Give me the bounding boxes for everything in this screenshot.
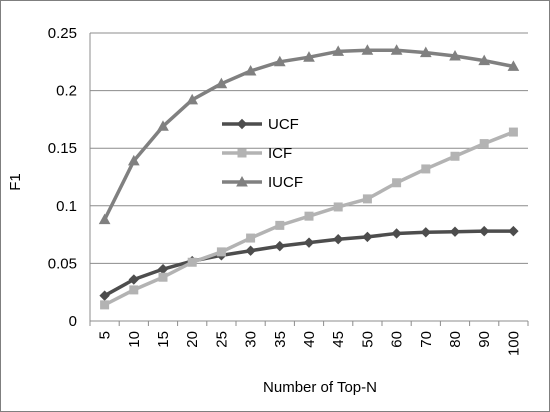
data-point-icf xyxy=(158,272,168,282)
legend-swatch-marker xyxy=(237,148,247,158)
data-point-icf xyxy=(275,220,285,230)
data-point-iucf xyxy=(449,50,461,61)
data-point-iucf xyxy=(303,51,315,62)
data-point-iucf xyxy=(215,77,228,89)
legend-label: IUCF xyxy=(268,174,303,191)
data-point-iucf xyxy=(332,45,345,56)
y-tick-label: 0.1 xyxy=(56,198,77,215)
x-tick-label: 40 xyxy=(301,331,318,348)
x-tick-label: 80 xyxy=(447,331,464,348)
data-point-icf xyxy=(187,257,197,267)
data-point-icf xyxy=(479,139,489,149)
y-tick-label: 0.05 xyxy=(48,255,77,272)
data-point-iucf xyxy=(127,154,140,166)
data-point-icf xyxy=(450,151,460,161)
x-tick-label: 15 xyxy=(155,331,172,348)
y-tick-label: 0.2 xyxy=(56,83,77,100)
x-tick-label: 45 xyxy=(330,331,347,348)
data-point-ucf xyxy=(274,240,286,252)
data-point-iucf xyxy=(98,213,111,225)
data-point-iucf xyxy=(273,55,286,67)
data-point-icf xyxy=(333,202,343,212)
data-point-iucf xyxy=(478,54,491,66)
axes: 0 0.05 0.1 0.15 0.2 0.25 5 10 15 20 25 30 35 40 45 50 60… xyxy=(48,25,529,356)
x-tick-label: 70 xyxy=(418,331,435,348)
data-point-iucf xyxy=(419,46,432,58)
data-point-icf xyxy=(392,178,402,188)
x-tick-label: 5 xyxy=(97,331,114,339)
data-point-iucf xyxy=(186,93,199,105)
data-point-ucf xyxy=(303,237,315,248)
x-tick-label: 35 xyxy=(272,331,289,348)
data-point-ucf xyxy=(478,225,490,237)
y-axis-title: F1 xyxy=(7,173,24,191)
x-tick-label: 20 xyxy=(184,331,201,348)
series xyxy=(98,44,520,310)
data-point-ucf xyxy=(391,228,402,239)
data-point-iucf xyxy=(157,120,169,131)
data-point-iucf xyxy=(507,60,520,71)
data-point-ucf xyxy=(508,225,519,237)
series-iucf xyxy=(98,44,520,225)
data-point-icf xyxy=(246,233,256,243)
legend-item-iucf: IUCF xyxy=(222,174,303,191)
legend-swatch-marker xyxy=(236,175,248,187)
data-point-ucf xyxy=(362,231,373,243)
data-point-ucf xyxy=(332,234,344,245)
x-tick-label: 25 xyxy=(213,331,230,348)
gridlines xyxy=(90,32,528,264)
x-tick-label: 100 xyxy=(505,331,522,356)
data-point-icf xyxy=(508,127,518,137)
data-point-icf xyxy=(304,211,314,221)
data-point-icf xyxy=(129,285,139,295)
legend: UCF ICF IUCF xyxy=(222,116,303,191)
legend-label: UCF xyxy=(268,116,299,133)
y-tick-label: 0 xyxy=(69,313,77,330)
data-point-iucf xyxy=(361,44,374,55)
x-tick-label: 60 xyxy=(389,331,406,348)
x-tick-label: 90 xyxy=(476,331,493,348)
x-tick-label: 50 xyxy=(359,331,376,348)
data-point-iucf xyxy=(244,64,257,76)
data-point-ucf xyxy=(245,245,256,256)
y-tick-label: 0.25 xyxy=(48,25,77,42)
data-point-ucf xyxy=(128,274,140,285)
series-icf xyxy=(100,127,518,310)
legend-swatch-marker xyxy=(236,118,248,130)
data-point-ucf xyxy=(420,227,432,238)
x-tick-label: 10 xyxy=(126,331,143,348)
legend-item-icf: ICF xyxy=(222,145,292,162)
y-tick-label: 0.15 xyxy=(48,140,77,157)
data-point-icf xyxy=(362,194,372,204)
data-point-ucf xyxy=(449,226,461,237)
x-tick-label: 30 xyxy=(243,331,260,348)
legend-label: ICF xyxy=(268,145,292,162)
data-point-icf xyxy=(100,300,110,310)
data-point-ucf xyxy=(99,290,110,301)
data-point-icf xyxy=(216,247,226,257)
legend-item-ucf: UCF xyxy=(222,116,299,133)
data-point-iucf xyxy=(390,44,403,55)
x-axis-title: Number of Top-N xyxy=(263,379,377,396)
data-point-icf xyxy=(421,164,431,174)
